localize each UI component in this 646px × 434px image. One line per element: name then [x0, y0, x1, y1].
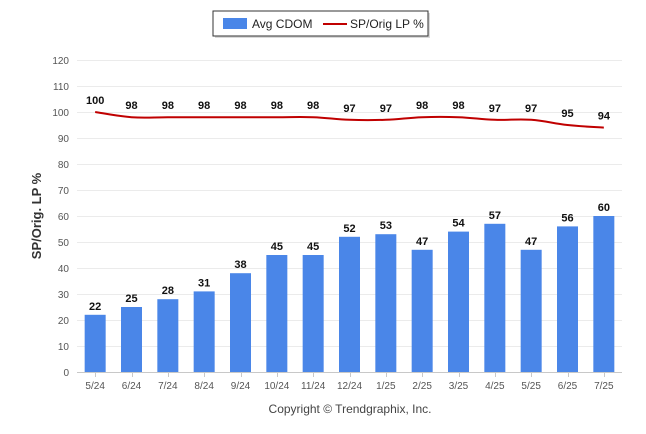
bar — [230, 273, 251, 372]
line-data-label: 98 — [125, 100, 137, 112]
y-tick-label: 0 — [63, 368, 69, 379]
x-tick-label: 3/25 — [449, 381, 469, 392]
y-tick-label: 20 — [58, 316, 70, 327]
y-tick-label: 100 — [52, 108, 69, 119]
x-tick-label: 4/25 — [485, 381, 505, 392]
legend-box — [212, 10, 429, 37]
y-tick-label: 90 — [58, 134, 70, 145]
line-data-label: 98 — [416, 100, 428, 112]
legend-bar-label: Avg CDOM — [252, 17, 312, 31]
y-tick-label: 70 — [58, 186, 70, 197]
x-axis: 5/24 6/24 7/24 8/24 9/24 10/24 11/24 12/24 1/25 2… — [85, 372, 614, 392]
line-data-label: 98 — [198, 100, 210, 112]
x-tick-label: 7/24 — [158, 381, 178, 392]
bar — [302, 255, 324, 372]
x-tick-label: 5/25 — [521, 381, 541, 392]
bar — [411, 249, 433, 372]
line-series — [95, 111, 604, 129]
bar-data-label: 25 — [125, 293, 137, 305]
y-tick-label: 110 — [53, 82, 69, 93]
bar-data-label: 38 — [234, 259, 246, 271]
x-tick-label: 11/24 — [301, 381, 326, 392]
y-tick-label: 120 — [52, 56, 69, 67]
bar-data-label: 45 — [271, 241, 283, 253]
y-tick-label: 10 — [58, 342, 70, 353]
y-tick-label: 60 — [58, 212, 70, 223]
line-data-label: 100 — [86, 95, 104, 107]
y-tick-label: 50 — [58, 238, 70, 249]
x-tick-label: 6/25 — [558, 381, 578, 392]
line-data-label: 97 — [380, 103, 392, 115]
copyright-footer: Copyright © Trendgraphix, Inc. — [269, 402, 432, 416]
x-tick-label: 10/24 — [264, 381, 289, 392]
bar-data-label: 31 — [198, 277, 210, 289]
bar — [520, 249, 542, 372]
x-tick-label: 12/24 — [337, 381, 362, 392]
bar-data-label: 57 — [489, 210, 501, 222]
bar-data-label: 47 — [416, 236, 428, 248]
x-tick-label: 8/24 — [194, 381, 214, 392]
bar-data-label: 47 — [525, 236, 537, 248]
line-data-label: 98 — [162, 100, 174, 112]
bar-data-label: 22 — [89, 301, 101, 313]
y-axis: 0 10 20 30 40 50 60 70 80 90 100 110 120 — [52, 56, 69, 379]
bar — [266, 255, 288, 372]
line-data-label: 95 — [561, 108, 573, 120]
bar-data-label: 56 — [561, 212, 573, 224]
x-tick-label: 6/24 — [122, 381, 142, 392]
line-data-label: 98 — [271, 100, 283, 112]
bar — [339, 236, 360, 372]
bar — [157, 299, 179, 372]
legend-bar-swatch — [223, 18, 247, 29]
line-data-label: 98 — [452, 100, 464, 112]
x-tick-label: 2/25 — [412, 381, 432, 392]
x-tick-label: 7/25 — [594, 381, 614, 392]
bar — [193, 291, 215, 372]
bar — [557, 226, 578, 372]
legend: Avg CDOM SP/Orig LP % — [212, 10, 430, 38]
line-data-label: 94 — [598, 111, 611, 123]
y-axis-label: SP/Orig. LP % — [29, 172, 44, 259]
y-tick-label: 80 — [58, 160, 70, 171]
x-tick-label: 5/24 — [85, 381, 105, 392]
line-data-label: 97 — [525, 103, 537, 115]
line-data-label: 98 — [234, 100, 246, 112]
bar — [375, 234, 397, 372]
bar — [84, 314, 106, 372]
bar — [593, 216, 615, 372]
line-data-labels: 100 98 98 98 98 98 98 97 97 98 98 97 97 95 94 — [86, 95, 611, 123]
bar-data-label: 60 — [598, 202, 610, 214]
bar — [484, 223, 506, 372]
x-tick-label: 9/24 — [231, 381, 251, 392]
bar-data-labels: 22 25 28 31 38 45 45 52 53 47 54 57 47 56 60 — [89, 202, 610, 313]
legend-line-label: SP/Orig LP % — [350, 17, 424, 31]
bar-series — [84, 216, 615, 372]
line-data-label: 98 — [307, 100, 319, 112]
y-tick-label: 30 — [58, 290, 70, 301]
y-tick-label: 40 — [58, 264, 70, 275]
sp-orig-lp-line — [95, 111, 604, 129]
line-data-label: 97 — [343, 103, 355, 115]
bar-data-label: 52 — [343, 223, 355, 235]
bar-data-label: 28 — [162, 285, 174, 297]
bar-data-label: 45 — [307, 241, 319, 253]
bar-data-label: 53 — [380, 220, 392, 232]
line-data-label: 97 — [489, 103, 501, 115]
bar-data-label: 54 — [452, 218, 465, 230]
bar — [448, 231, 469, 372]
x-tick-label: 1/25 — [376, 381, 396, 392]
bar — [121, 307, 142, 372]
